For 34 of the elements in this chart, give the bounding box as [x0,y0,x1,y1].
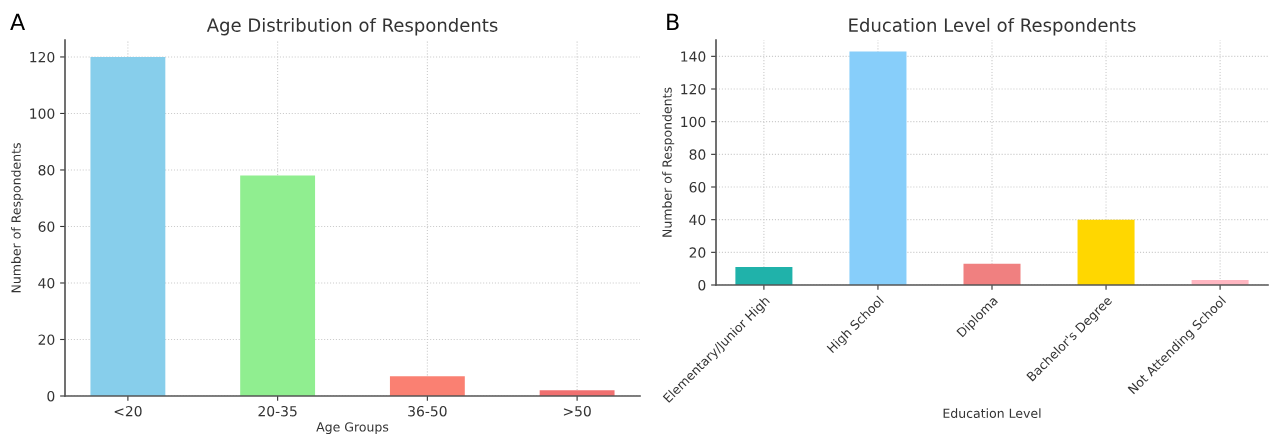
y-tick-label: 40 [689,214,706,226]
x-tick-label: <20 [114,405,142,417]
chart-title: Age Distribution of Respondents [206,17,498,36]
y-axis-title: Number of Respondents [662,87,675,237]
bar [90,56,166,396]
y-tick-label: 100 [30,108,55,119]
y-tick-label: 60 [38,221,55,232]
y-tick-label: 40 [38,277,55,289]
y-tick-label: 0 [47,390,55,402]
y-tick-label: 20 [38,334,55,345]
y-tick-label: 20 [689,247,706,258]
x-tick-label: 36-50 [408,405,447,417]
y-tick-label: 80 [38,164,55,176]
bar [963,263,1021,285]
bar [389,376,465,396]
y-tick-label: 60 [689,181,706,193]
bar [1077,219,1135,285]
y-tick-label: 140 [681,51,706,62]
y-tick-label: 120 [30,51,55,63]
bar [240,175,316,396]
chart-title: Education Level of Respondents [849,17,1136,36]
text: B [667,13,679,30]
bar [735,267,793,285]
bar [849,51,907,285]
y-tick-label: 0 [698,279,706,291]
y-axis-title: Number of Respondents [11,143,24,293]
x-axis-title: Education Level [943,408,1041,419]
x-axis-title: Age Groups [316,422,389,435]
x-tick-label: 20-35 [258,405,297,417]
y-tick-label: 120 [681,83,706,95]
text: A [10,13,26,30]
y-tick-label: 80 [689,149,706,160]
y-tick-label: 100 [681,116,706,128]
x-tick-label: >50 [563,405,591,417]
